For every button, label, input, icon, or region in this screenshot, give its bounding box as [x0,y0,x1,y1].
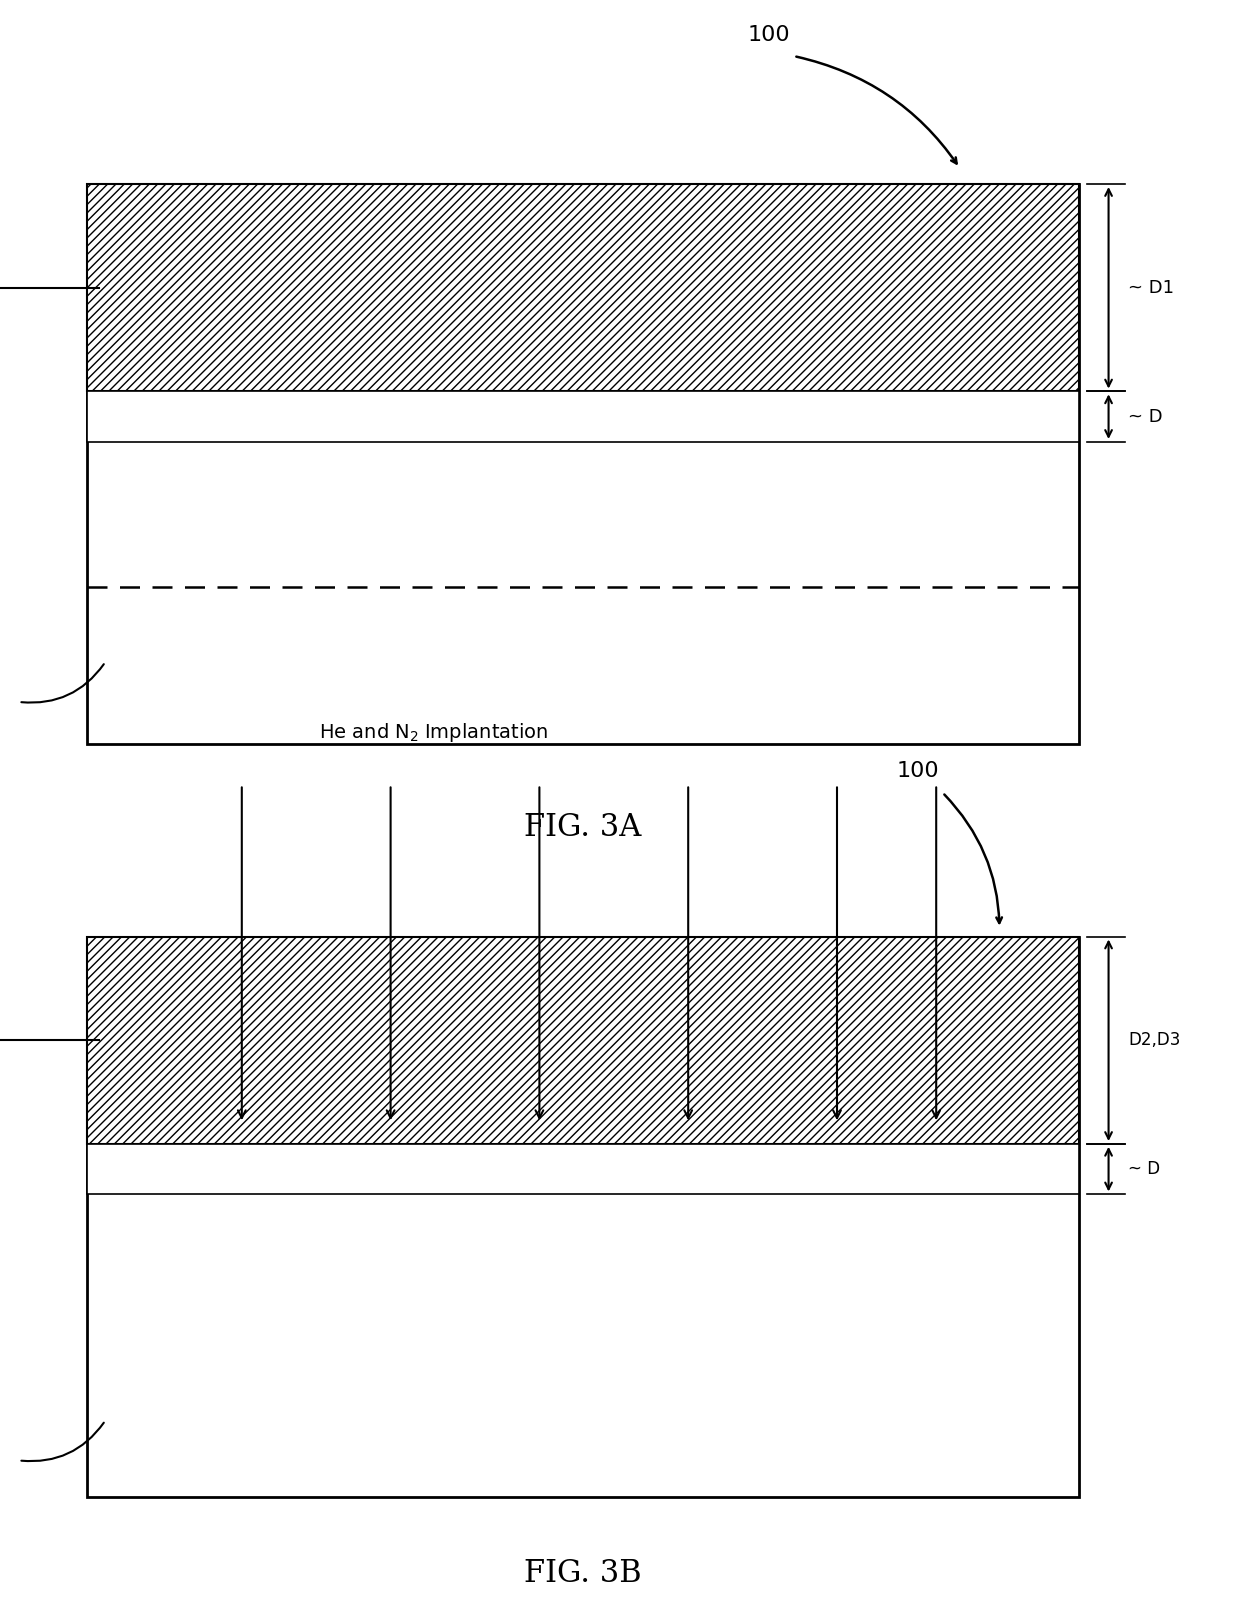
Text: D2,D3: D2,D3 [1128,1031,1180,1049]
Text: 100: 100 [748,26,790,45]
Text: ~ D: ~ D [1128,1161,1161,1178]
Text: ~ D: ~ D [1128,408,1163,426]
Text: 100: 100 [897,762,939,781]
Text: FIG. 3B: FIG. 3B [525,1558,641,1588]
Text: He and N$_2$ Implantation: He and N$_2$ Implantation [320,722,548,744]
Bar [87,391,1079,442]
Bar [87,184,1079,744]
Bar [87,937,1079,1143]
Text: FIG. 3A: FIG. 3A [525,812,641,842]
Text: ~ D1: ~ D1 [1128,279,1174,296]
Bar [87,937,1079,1497]
Bar [87,1143,1079,1194]
Bar [87,184,1079,391]
